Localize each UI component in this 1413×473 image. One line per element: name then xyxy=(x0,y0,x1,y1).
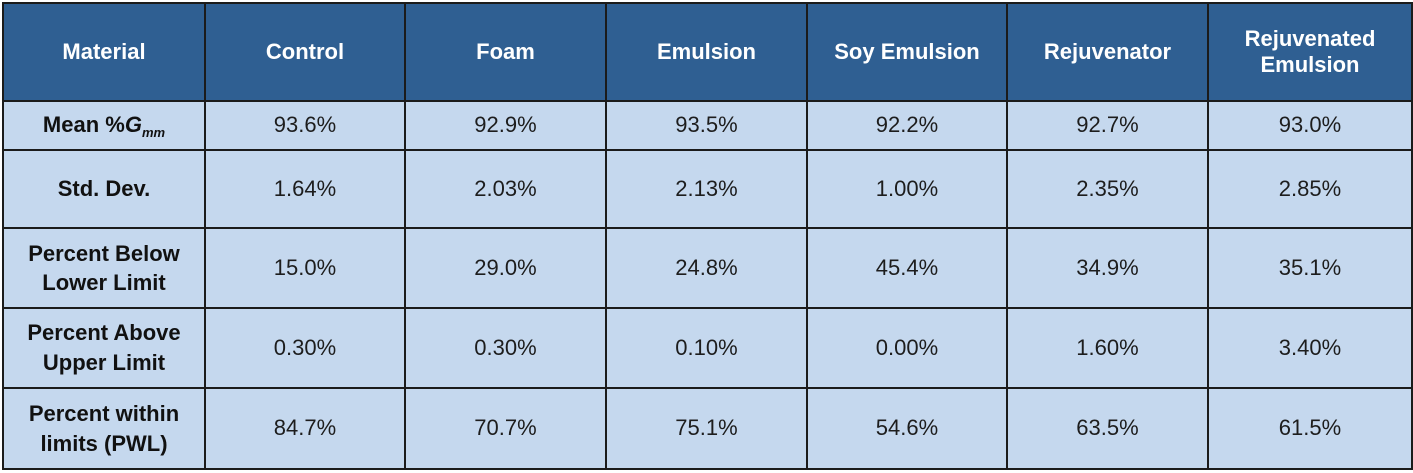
header-line: Rejuvenated xyxy=(1244,26,1376,52)
row-label-line: Std. Dev. xyxy=(57,176,151,202)
table-cell: 0.10% xyxy=(605,307,808,390)
table-cell: 92.9% xyxy=(404,100,607,151)
row-label-mean-gmm: Mean %Gmm xyxy=(2,100,206,151)
column-header-control: Control xyxy=(204,2,406,102)
row-label-symbol: G xyxy=(124,112,142,138)
header-row: Material Control Foam Emulsion Soy Emuls… xyxy=(2,2,1413,102)
table-cell: 54.6% xyxy=(806,387,1008,470)
row-label-prefix: Mean % xyxy=(42,112,125,138)
table-cell: 84.7% xyxy=(204,387,406,470)
table-cell: 24.8% xyxy=(605,227,808,310)
table-cell: 63.5% xyxy=(1006,387,1209,470)
row-label-line: Percent Above xyxy=(27,320,181,346)
table-cell: 1.64% xyxy=(204,148,406,230)
table-row: Mean %Gmm 93.6% 92.9% 93.5% 92.2% 92.7% … xyxy=(2,100,1413,151)
row-label-pwl: Percent within limits (PWL) xyxy=(2,387,206,470)
row-label-std-dev: Std. Dev. xyxy=(2,148,206,230)
table-cell: 15.0% xyxy=(204,227,406,310)
table-cell: 34.9% xyxy=(1006,227,1209,310)
column-header-emulsion: Emulsion xyxy=(605,2,808,102)
table-cell: 2.85% xyxy=(1207,148,1413,230)
header-line: Emulsion xyxy=(1260,52,1360,77)
table-cell: 0.00% xyxy=(806,307,1008,390)
table-cell: 29.0% xyxy=(404,227,607,310)
table-cell: 2.35% xyxy=(1006,148,1209,230)
table-cell: 93.6% xyxy=(204,100,406,151)
table-cell: 93.5% xyxy=(605,100,808,151)
row-label-line: Percent within xyxy=(28,400,180,426)
column-header-rejuvenator: Rejuvenator xyxy=(1006,2,1209,102)
table-cell: 2.03% xyxy=(404,148,607,230)
table-cell: 75.1% xyxy=(605,387,808,470)
row-label-line: Lower Limit xyxy=(42,270,166,296)
table-row: Percent Below Lower Limit 15.0% 29.0% 24… xyxy=(2,227,1413,310)
table-cell: 0.30% xyxy=(404,307,607,390)
table-cell: 1.60% xyxy=(1006,307,1209,390)
column-header-material: Material xyxy=(2,2,206,102)
column-header-foam: Foam xyxy=(404,2,607,102)
table-cell: 92.7% xyxy=(1006,100,1209,151)
column-header-soy-emulsion: Soy Emulsion xyxy=(806,2,1008,102)
column-header-rejuvenated-emulsion: Rejuvenated Emulsion xyxy=(1207,2,1413,102)
table-cell: 35.1% xyxy=(1207,227,1413,310)
row-label-line: Percent Below xyxy=(28,240,180,266)
table-cell: 2.13% xyxy=(605,148,808,230)
row-label-line: limits (PWL) xyxy=(40,430,168,456)
table-cell: 70.7% xyxy=(404,387,607,470)
table-row: Percent within limits (PWL) 84.7% 70.7% … xyxy=(2,387,1413,470)
table-row: Std. Dev. 1.64% 2.03% 2.13% 1.00% 2.35% … xyxy=(2,148,1413,230)
table-row: Percent Above Upper Limit 0.30% 0.30% 0.… xyxy=(2,307,1413,390)
table-cell: 1.00% xyxy=(806,148,1008,230)
table-cell: 45.4% xyxy=(806,227,1008,310)
table-cell: 93.0% xyxy=(1207,100,1413,151)
row-label-percent-below: Percent Below Lower Limit xyxy=(2,227,206,310)
row-label-subscript: mm xyxy=(141,125,166,141)
row-label-percent-above: Percent Above Upper Limit xyxy=(2,307,206,390)
row-label-line: Upper Limit xyxy=(42,350,166,376)
table-cell: 92.2% xyxy=(806,100,1008,151)
table-cell: 3.40% xyxy=(1207,307,1413,390)
table-cell: 0.30% xyxy=(204,307,406,390)
table-cell: 61.5% xyxy=(1207,387,1413,470)
